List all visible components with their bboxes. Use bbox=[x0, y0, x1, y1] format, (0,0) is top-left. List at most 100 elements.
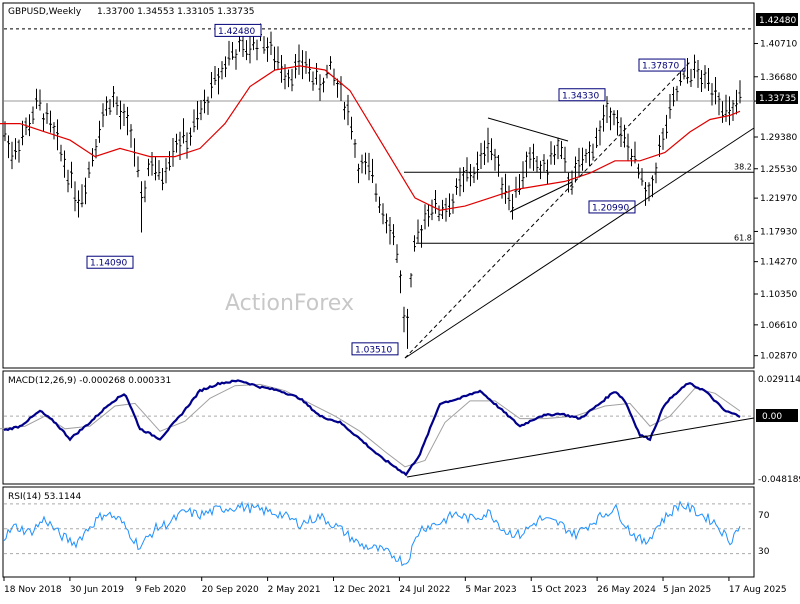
date-tick-label: 2 May 2021 bbox=[268, 585, 321, 595]
ohlc-bar bbox=[700, 70, 703, 92]
ohlc-bar bbox=[364, 152, 367, 175]
ohlc-bar bbox=[248, 34, 252, 64]
ohlc-bar bbox=[182, 118, 185, 144]
ohlc-bar bbox=[59, 144, 63, 162]
ohlc-bar bbox=[637, 163, 640, 179]
ohlc-bar bbox=[217, 68, 220, 95]
ohlc-bar bbox=[136, 156, 140, 178]
ohlc-bar bbox=[553, 145, 556, 165]
macd-trendline bbox=[406, 417, 755, 478]
price-axis: 1.40710 1.36680 1.29380 1.25530 1.21970 1.179… bbox=[754, 40, 797, 362]
ohlc-bar bbox=[66, 169, 70, 193]
ohlc-bar bbox=[451, 193, 455, 214]
price-tick-label: 1.36680 bbox=[760, 73, 797, 83]
ohlc-bar bbox=[119, 100, 122, 130]
date-tick-label: 15 Oct 2023 bbox=[531, 585, 587, 595]
ohlc-bar bbox=[738, 80, 742, 104]
ohlc-bar bbox=[343, 101, 346, 120]
ohlc-bar bbox=[245, 40, 248, 61]
ohlc-bar bbox=[360, 154, 364, 174]
ohlc-bar bbox=[486, 127, 490, 163]
ohlc-bar bbox=[703, 65, 707, 89]
date-tick-label: 5 Mar 2023 bbox=[465, 585, 516, 595]
ohlc-bar bbox=[623, 124, 626, 148]
ohlc-bar bbox=[651, 175, 654, 198]
moving-average-line bbox=[0, 65, 741, 211]
ohlc-bar bbox=[640, 168, 644, 186]
rsi-series-layer bbox=[3, 500, 754, 567]
ohlc-bar bbox=[689, 68, 693, 88]
ohlc-bar bbox=[619, 117, 623, 148]
ohlc-bar bbox=[297, 44, 301, 75]
price-series-layer: 38.2 61.8 1.42480 1.37870 1.34330 1.20990 1.14… bbox=[0, 23, 754, 356]
ohlc-bar bbox=[556, 137, 560, 160]
price-label-box bbox=[351, 342, 399, 356]
current-price-tag bbox=[756, 91, 798, 104]
ohlc-bar bbox=[371, 158, 374, 183]
ohlc-bar bbox=[203, 89, 206, 114]
ohlc-bar bbox=[437, 205, 441, 222]
ohlc-bar bbox=[269, 31, 273, 55]
rsi-panel-frame bbox=[2, 486, 755, 578]
ohlc-bar bbox=[696, 60, 700, 88]
ohlc-bar bbox=[577, 147, 581, 178]
ohlc-bar bbox=[710, 83, 714, 106]
ohlc-bar bbox=[122, 103, 126, 127]
ohlc-bar bbox=[591, 143, 595, 161]
ohlc-bar bbox=[161, 168, 164, 191]
watermark: ActionForex bbox=[225, 291, 354, 316]
ohlc-bar bbox=[546, 159, 549, 184]
ohlc-bar bbox=[192, 109, 196, 133]
ohlc-bar bbox=[462, 166, 465, 193]
ohlc-bar bbox=[728, 96, 731, 126]
ohlc-bar bbox=[227, 40, 231, 66]
ohlc-bar bbox=[717, 92, 721, 116]
ohlc-bar bbox=[199, 100, 203, 121]
fib-level-label: 38.2 bbox=[734, 162, 752, 171]
ohlc-bar bbox=[560, 140, 563, 160]
ohlc-bar bbox=[262, 36, 266, 54]
price-label-text: 1.20990 bbox=[592, 203, 629, 213]
ohlc-bar bbox=[735, 89, 738, 115]
price-label-box bbox=[558, 88, 606, 102]
ohlc-bar bbox=[196, 100, 199, 130]
ohlc-bar bbox=[115, 96, 119, 115]
ohlc-bar bbox=[94, 139, 98, 159]
ohlc-bar bbox=[255, 39, 259, 61]
ohlc-bar bbox=[584, 148, 588, 163]
ohlc-bar bbox=[448, 193, 451, 217]
ohlc-bar bbox=[395, 244, 399, 263]
ohlc-bar bbox=[714, 76, 717, 105]
ohlc-bar bbox=[45, 103, 49, 124]
ohlc-bar bbox=[129, 124, 133, 148]
rsi-tick-70: 70 bbox=[758, 511, 770, 521]
ohlc-bar bbox=[409, 273, 413, 288]
triangle-lower-line bbox=[509, 181, 573, 213]
ohlc-bar bbox=[430, 199, 434, 221]
ohlc-bar bbox=[80, 184, 84, 208]
ohlc-bar bbox=[234, 49, 238, 70]
ohlc-bar bbox=[24, 117, 28, 136]
price-label-box bbox=[214, 23, 262, 37]
ohlc-bar bbox=[308, 58, 311, 82]
ohlc-bar bbox=[42, 113, 45, 132]
ohlc-bar bbox=[661, 127, 665, 150]
ohlc-bar bbox=[469, 163, 472, 187]
ohlc-bar bbox=[570, 170, 574, 195]
ohlc-bar bbox=[374, 183, 378, 202]
ohlc-bar bbox=[521, 161, 525, 189]
ohlc-bar bbox=[658, 135, 661, 157]
ohlc-bar bbox=[56, 119, 59, 151]
ohlc-bar bbox=[416, 219, 420, 243]
ohlc-bar bbox=[367, 152, 371, 181]
price-label-text: 1.42480 bbox=[218, 27, 255, 37]
chart-ohlc-values: 1.33700 1.34553 1.33105 1.33735 bbox=[97, 7, 254, 17]
ohlc-bar bbox=[668, 94, 672, 119]
ohlc-bar bbox=[210, 72, 213, 99]
ohlc-bar bbox=[49, 110, 52, 133]
ohlc-bar bbox=[185, 132, 189, 159]
macd-tick-top: 0.029114 bbox=[758, 375, 800, 385]
ohlc-bar bbox=[458, 167, 462, 197]
ohlc-bar bbox=[693, 54, 696, 79]
